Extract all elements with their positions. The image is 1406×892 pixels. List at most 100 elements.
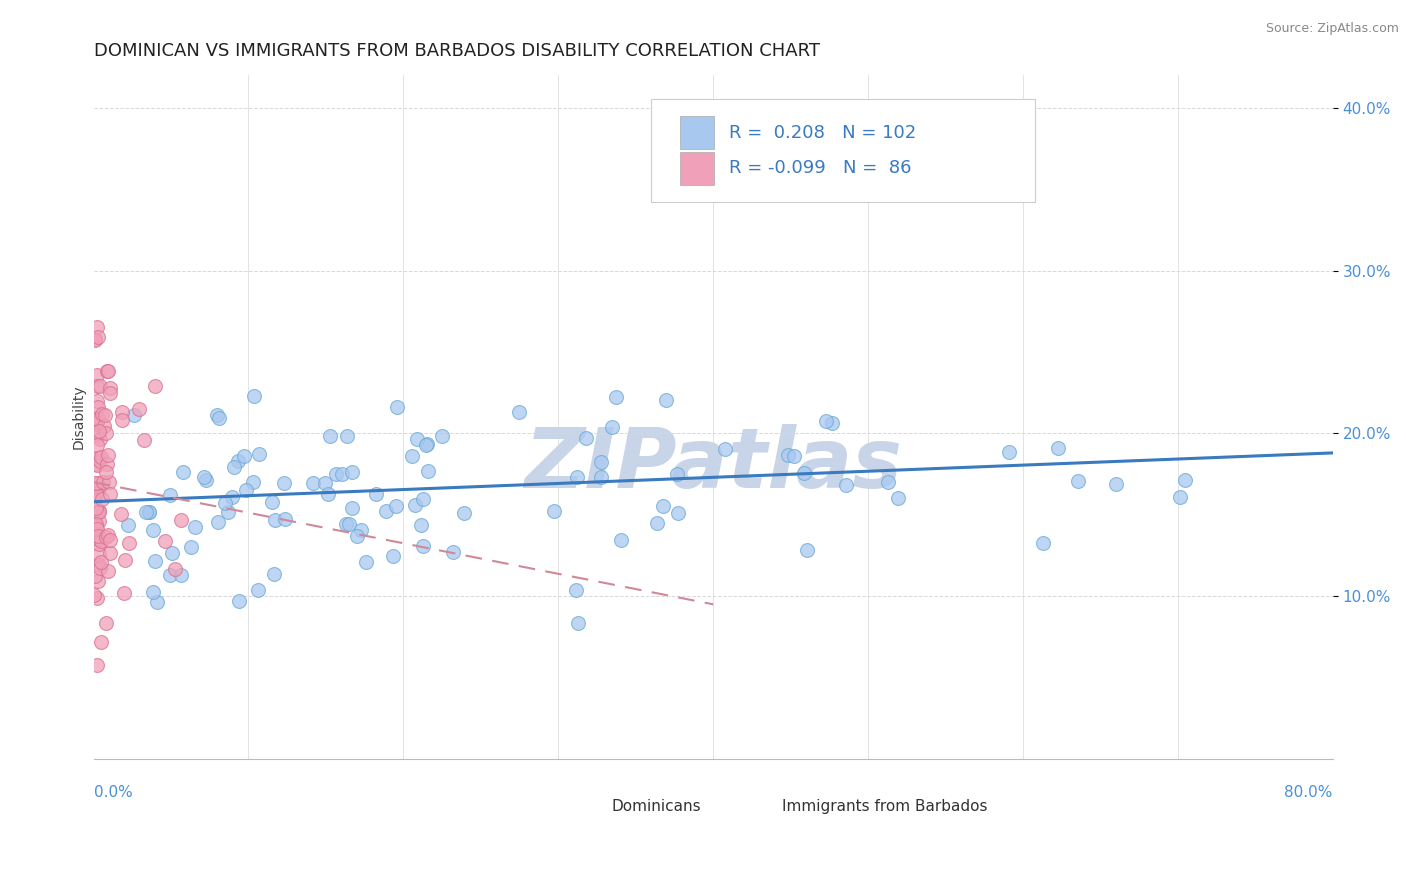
Point	[589, 470, 612, 484]
Point	[97, 475, 120, 490]
Point	[666, 467, 689, 481]
Point	[1168, 490, 1191, 504]
Point	[877, 475, 900, 490]
Y-axis label: Disability: Disability	[72, 384, 86, 450]
Point	[83, 516, 105, 531]
Point	[89, 454, 111, 468]
Point	[246, 582, 269, 597]
Point	[170, 513, 193, 527]
Point	[98, 386, 121, 401]
Point	[1066, 474, 1088, 488]
Point	[260, 495, 283, 509]
Point	[97, 364, 120, 378]
Point	[132, 433, 155, 447]
Point	[86, 320, 108, 334]
Point	[96, 615, 118, 630]
Point	[86, 417, 108, 431]
Point	[319, 428, 342, 442]
Point	[330, 467, 353, 482]
Point	[228, 594, 250, 608]
Point	[84, 520, 107, 534]
Point	[89, 379, 111, 393]
Point	[96, 528, 118, 542]
Point	[610, 533, 633, 548]
Point	[135, 505, 157, 519]
Point	[86, 522, 108, 536]
Point	[98, 546, 121, 560]
Point	[1032, 536, 1054, 550]
Point	[84, 487, 107, 501]
Point	[90, 555, 112, 569]
Point	[385, 400, 408, 414]
Point	[1174, 473, 1197, 487]
Point	[654, 392, 676, 407]
Point	[86, 450, 108, 465]
Point	[508, 405, 530, 419]
Point	[146, 595, 169, 609]
Point	[86, 438, 108, 452]
Point	[86, 378, 108, 392]
Point	[821, 417, 844, 431]
Point	[86, 368, 108, 383]
Point	[567, 616, 589, 631]
Point	[224, 460, 246, 475]
Point	[96, 465, 118, 479]
Point	[122, 409, 145, 423]
Point	[998, 444, 1021, 458]
Point	[243, 389, 266, 403]
Point	[111, 405, 134, 419]
Point	[404, 498, 426, 512]
Point	[87, 547, 110, 561]
Point	[145, 554, 167, 568]
Text: 0.0%: 0.0%	[94, 785, 132, 799]
Point	[160, 546, 183, 560]
Point	[263, 513, 285, 527]
Point	[98, 533, 121, 547]
Point	[84, 332, 107, 346]
Point	[415, 438, 437, 452]
Point	[98, 486, 121, 500]
Point	[666, 507, 689, 521]
Point	[335, 517, 357, 532]
Point	[170, 567, 193, 582]
Point	[91, 407, 114, 421]
Point	[94, 530, 117, 544]
Point	[412, 539, 434, 553]
Point	[217, 505, 239, 519]
Point	[87, 574, 110, 589]
Point	[87, 330, 110, 344]
Point	[86, 533, 108, 547]
Point	[86, 591, 108, 606]
Point	[89, 505, 111, 519]
Point	[887, 491, 910, 506]
Point	[274, 512, 297, 526]
Point	[96, 364, 118, 378]
Point	[316, 487, 339, 501]
Point	[112, 586, 135, 600]
Point	[350, 523, 373, 537]
Point	[575, 431, 598, 445]
Bar	[679, 116, 714, 149]
Point	[142, 585, 165, 599]
Point	[89, 432, 111, 446]
Point	[416, 464, 439, 478]
Point	[84, 568, 107, 582]
Point	[153, 534, 176, 549]
Point	[652, 500, 675, 514]
Point	[453, 506, 475, 520]
Point	[172, 465, 194, 479]
Point	[342, 500, 364, 515]
Point	[302, 475, 325, 490]
Text: R = -0.099   N =  86: R = -0.099 N = 86	[730, 159, 911, 178]
Point	[336, 429, 359, 443]
Point	[87, 528, 110, 542]
Point	[142, 523, 165, 537]
Point	[91, 475, 114, 490]
Point	[94, 408, 117, 422]
Text: ZIPatlas: ZIPatlas	[524, 425, 903, 506]
Point	[221, 490, 243, 504]
Point	[713, 442, 735, 457]
Point	[96, 458, 118, 472]
Text: 80.0%: 80.0%	[1285, 785, 1333, 799]
Point	[605, 390, 627, 404]
